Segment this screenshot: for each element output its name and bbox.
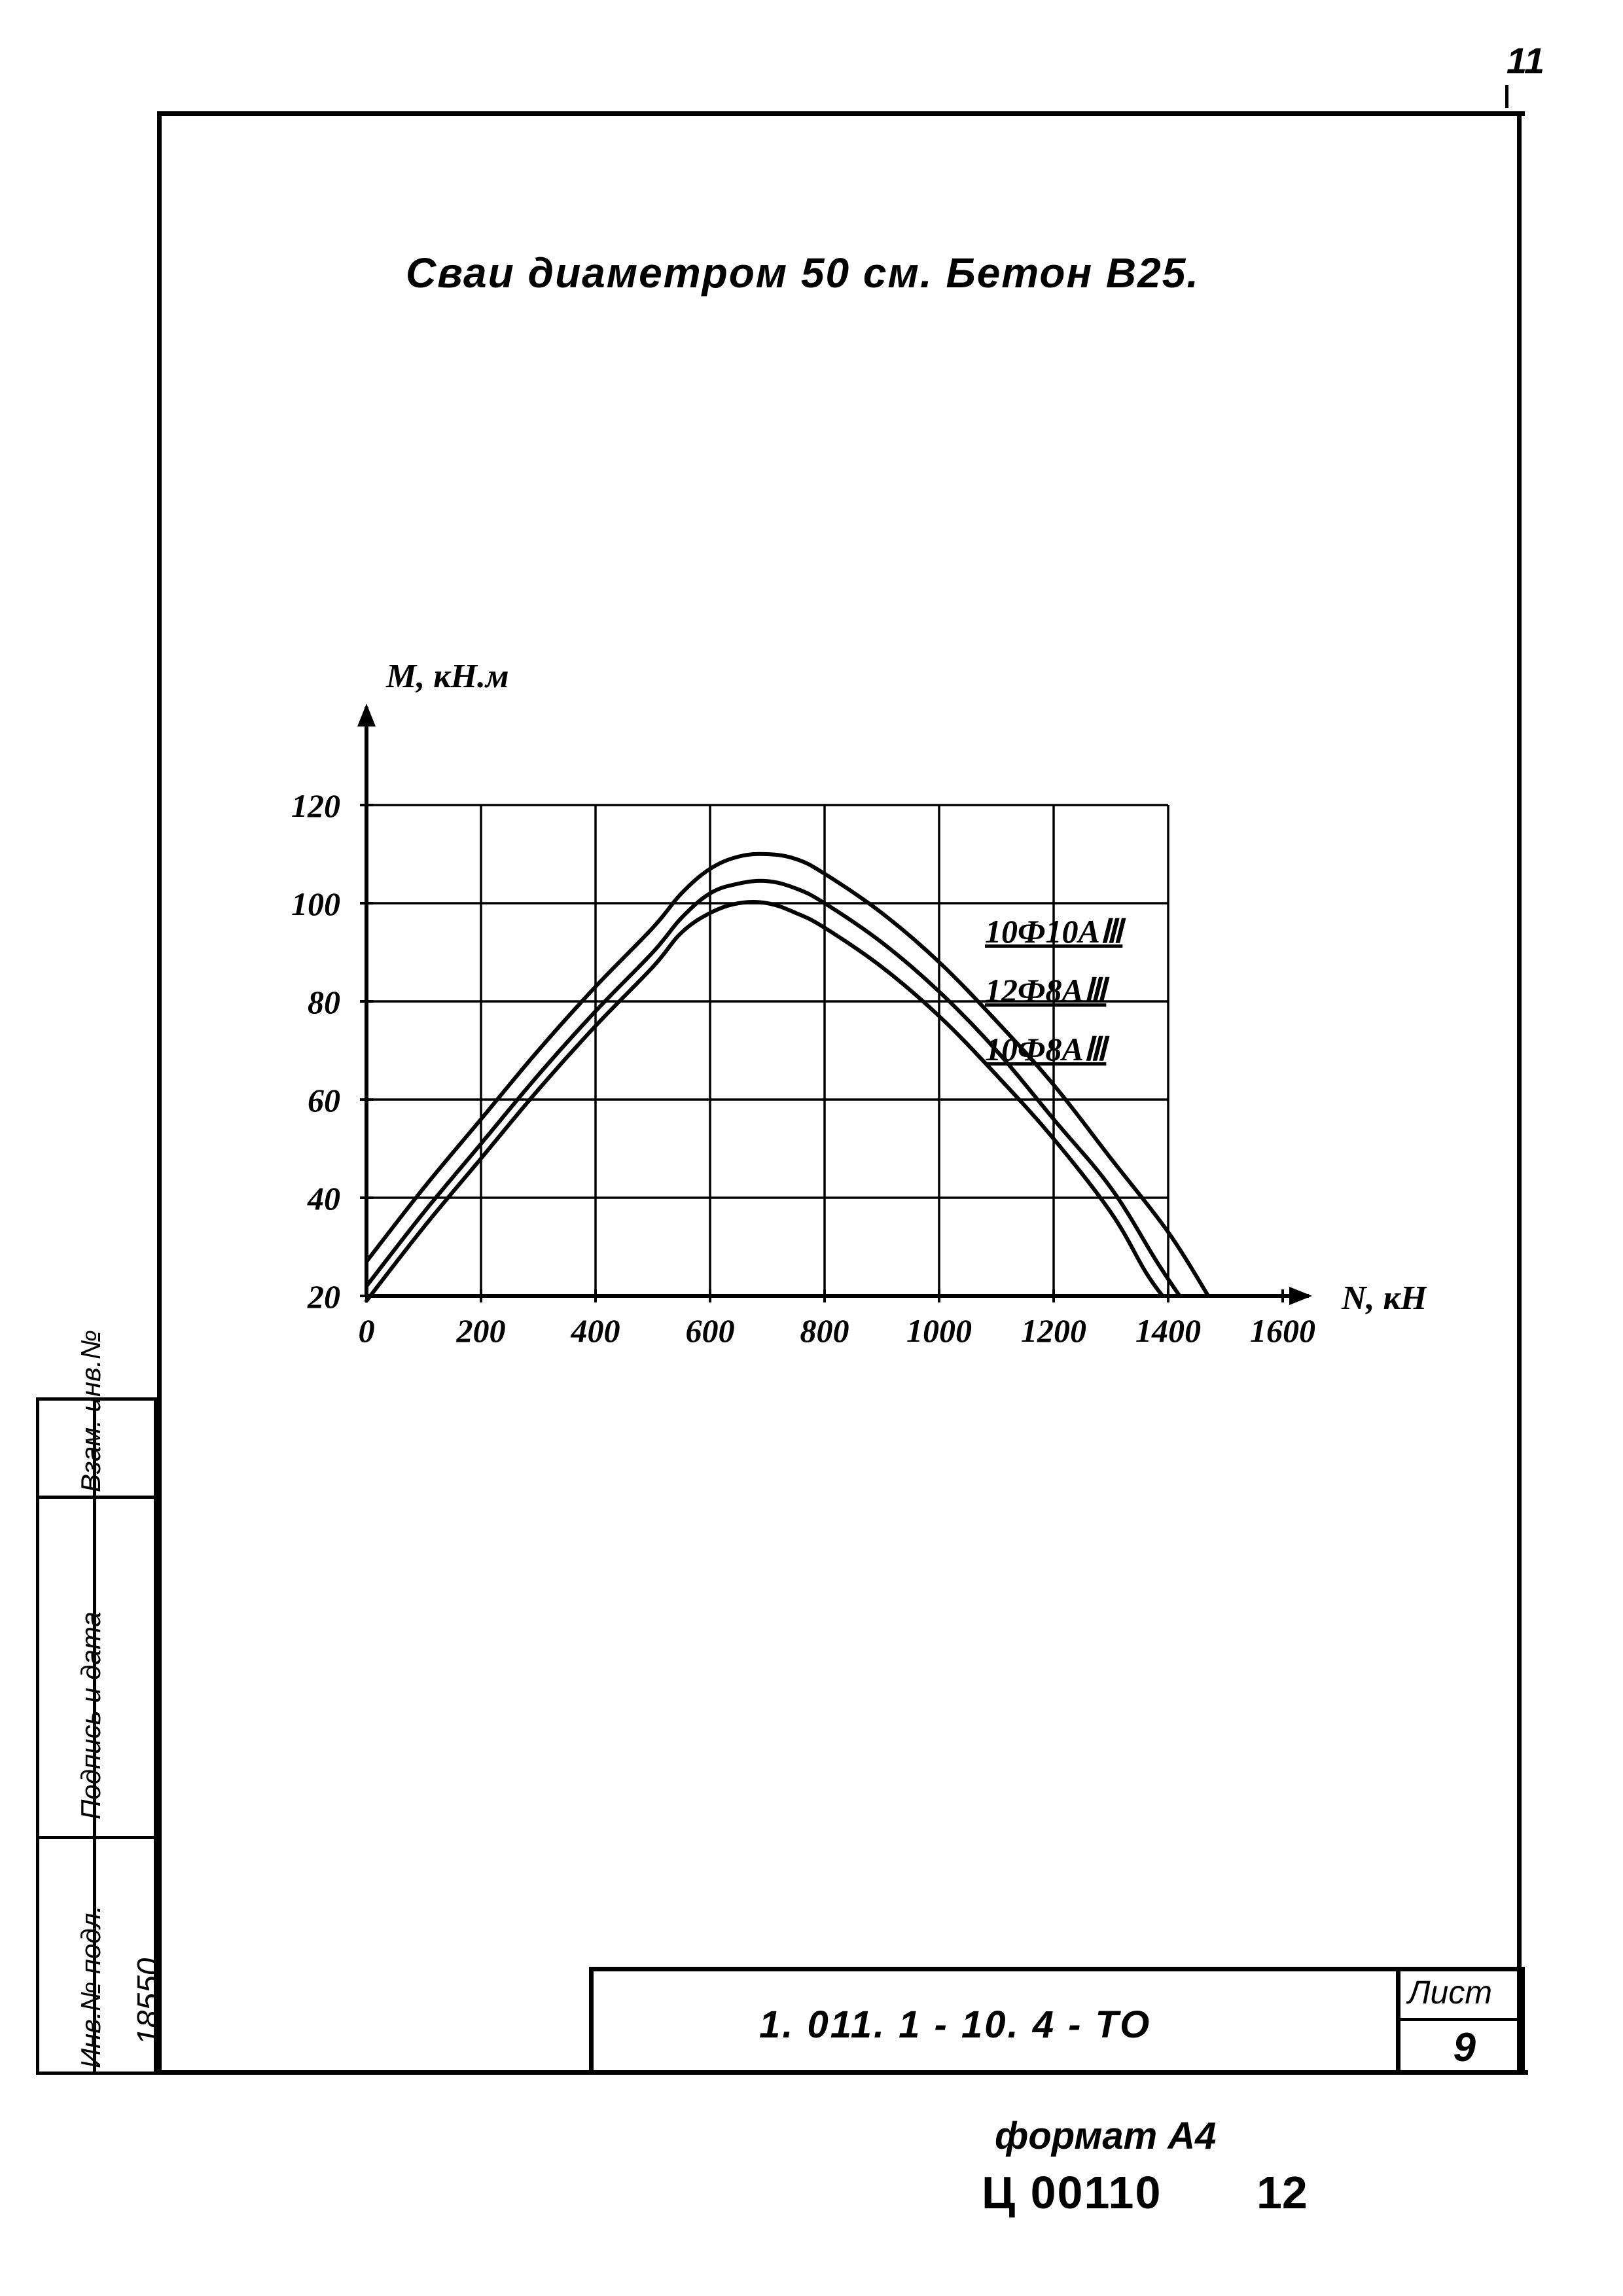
svg-text:М, кН.м: М, кН.м [385, 658, 509, 695]
drawing-number: 1. 011. 1 - 10. 4 - ТО [759, 2003, 1151, 2047]
svg-text:60: 60 [308, 1082, 340, 1119]
page-number-top: 11 [1507, 39, 1544, 82]
svg-text:600: 600 [686, 1312, 735, 1349]
side-stamp: Взам. инв.№ Подпись и дата Инв.№ подл. 1… [36, 1397, 157, 2075]
svg-text:400: 400 [571, 1312, 620, 1349]
svg-text:120: 120 [291, 787, 340, 824]
top-tick-mark [1505, 85, 1508, 108]
side-stamp-label-3: Инв.№ подл. [75, 1905, 107, 2068]
sheet-label: Лист [1408, 1973, 1492, 2011]
chart-svg: 0 200 400 600 800 1000 1200 1400 1600 20 40 60 80 100… [281, 655, 1427, 1440]
format-label: формат А4 [995, 2114, 1216, 2158]
svg-text:200: 200 [456, 1312, 506, 1349]
interaction-chart: 0 200 400 600 800 1000 1200 1400 1600 20 40 60 80 100… [281, 655, 1427, 1440]
svg-text:10Ф10АⅢ: 10Ф10АⅢ [985, 913, 1126, 950]
side-stamp-label-2: Подпись и дата [75, 1611, 107, 1820]
side-stamp-row2 [39, 1836, 154, 1839]
sheet-number: 9 [1454, 2024, 1476, 2071]
doc-code-num: 12 [1257, 2166, 1308, 2219]
title-block-divider [1396, 1967, 1400, 2075]
svg-text:40: 40 [307, 1180, 340, 1217]
drawing-title: Сваи диаметром 50 см. Бетон В25. [406, 249, 1200, 297]
svg-text:N, кН: N, кН [1341, 1280, 1427, 1317]
svg-text:20: 20 [307, 1278, 340, 1315]
svg-text:1600: 1600 [1250, 1312, 1315, 1349]
title-block: 1. 011. 1 - 10. 4 - ТО Лист 9 [589, 1967, 1525, 2075]
title-block-hline [1400, 2018, 1525, 2021]
svg-text:0: 0 [359, 1312, 375, 1349]
svg-text:800: 800 [800, 1312, 849, 1349]
svg-text:12Ф8АⅢ: 12Ф8АⅢ [985, 972, 1110, 1009]
side-stamp-label-1: Взам. инв.№ [75, 1330, 107, 1492]
svg-text:100: 100 [291, 886, 340, 922]
side-stamp-row1 [39, 1496, 154, 1499]
svg-text:80: 80 [308, 984, 340, 1020]
svg-text:10Ф8АⅢ: 10Ф8АⅢ [985, 1031, 1110, 1067]
side-stamp-value-3: 18550 [131, 1958, 167, 2045]
frame-right-edge [1517, 111, 1522, 2075]
doc-code: Ц 00110 [982, 2166, 1162, 2219]
svg-text:1000: 1000 [906, 1312, 972, 1349]
svg-text:1400: 1400 [1135, 1312, 1201, 1349]
svg-text:1200: 1200 [1021, 1312, 1086, 1349]
